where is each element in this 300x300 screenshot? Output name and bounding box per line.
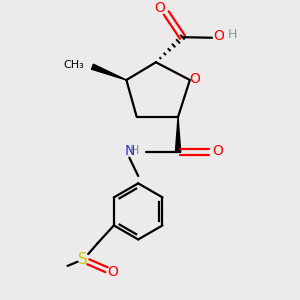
Text: O: O bbox=[154, 1, 165, 15]
Text: S: S bbox=[78, 252, 88, 267]
Text: H: H bbox=[228, 28, 237, 41]
Text: O: O bbox=[108, 265, 118, 279]
Polygon shape bbox=[176, 117, 181, 152]
Text: O: O bbox=[213, 29, 224, 43]
Polygon shape bbox=[92, 64, 126, 80]
Text: O: O bbox=[190, 71, 201, 85]
Text: N: N bbox=[124, 144, 134, 158]
Text: CH₃: CH₃ bbox=[63, 60, 84, 70]
Text: H: H bbox=[130, 144, 139, 158]
Text: O: O bbox=[212, 144, 224, 158]
